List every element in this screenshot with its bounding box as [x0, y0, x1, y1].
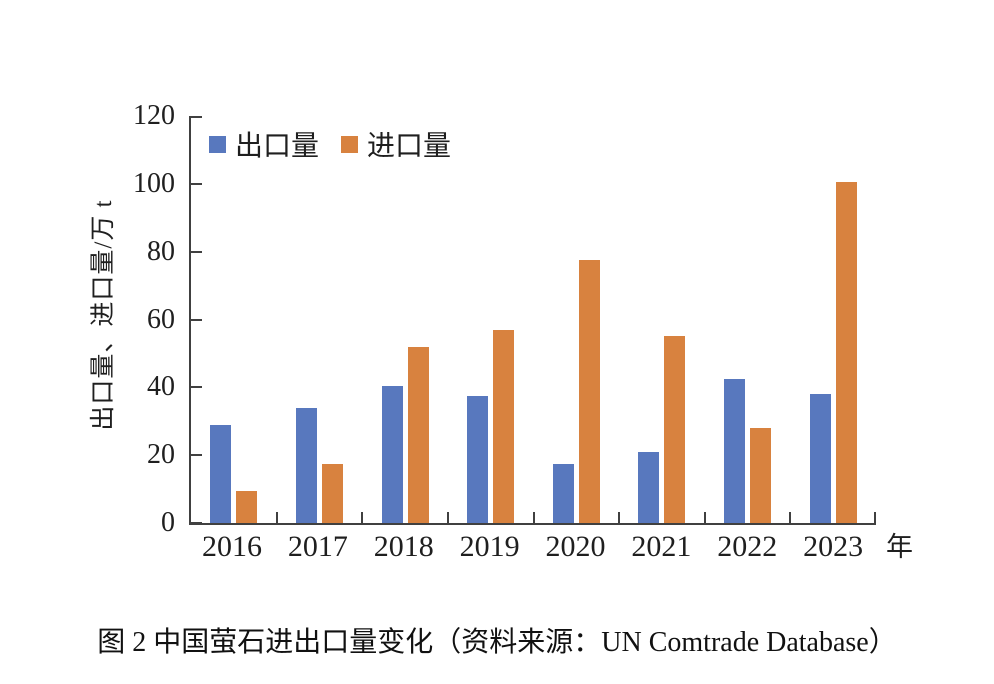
bar-group-2022 [705, 116, 791, 523]
bar-group-2020 [534, 116, 620, 523]
plot-area: 出口量 进口量 0 20 40 60 80 100 120 [133, 102, 876, 537]
export-color-swatch-icon [209, 135, 226, 153]
y-tick [191, 318, 202, 321]
bar-出口量-2019 [467, 395, 489, 523]
bar-出口量-2023 [809, 394, 831, 523]
bar-进口量-2016 [236, 490, 258, 523]
legend: 出口量 进口量 [209, 124, 451, 164]
x-tick [618, 512, 621, 523]
x-tick [446, 512, 449, 523]
bar-进口量-2017 [321, 463, 343, 523]
bar-group-2023 [790, 116, 876, 523]
x-tick [361, 512, 364, 523]
legend-label-export: 出口量 [235, 131, 320, 162]
x-year-label: 2021 [631, 530, 692, 563]
legend-item-import: 进口量 [341, 124, 451, 164]
y-tick-label: 80 [147, 235, 175, 267]
x-tick [789, 512, 792, 523]
legend-label-import: 进口量 [367, 131, 452, 162]
x-tick [703, 512, 706, 523]
legend-item-export: 出口量 [209, 124, 319, 164]
x-year-label: 2020 [545, 530, 606, 563]
bar-进口量-2019 [493, 329, 515, 523]
x-axis-year-labels: 2016 2017 2018 2019 2020 2021 2022 2023 [189, 530, 876, 563]
y-tick-label: 100 [133, 167, 175, 199]
bar-进口量-2018 [407, 346, 429, 523]
bar-进口量-2021 [664, 336, 686, 523]
y-tick [191, 454, 202, 457]
bar-进口量-2023 [835, 182, 857, 523]
bar-出口量-2017 [295, 407, 317, 523]
bar-group-2016 [191, 116, 277, 523]
bar-group-2018 [362, 116, 448, 523]
y-tick [191, 250, 202, 253]
x-year-label: 2023 [803, 530, 864, 563]
bar-出口量-2022 [724, 378, 746, 523]
bar-出口量-2018 [381, 385, 403, 523]
x-year-label: 2019 [459, 530, 520, 563]
x-year-label: 2018 [373, 530, 434, 563]
y-tick [191, 522, 202, 524]
y-tick [191, 182, 202, 185]
y-tick-label: 60 [147, 303, 175, 335]
y-tick-label: 40 [147, 371, 175, 403]
import-color-swatch-icon [341, 135, 359, 153]
bar-group-2017 [277, 116, 363, 523]
y-tick [191, 386, 202, 389]
x-tick [874, 512, 876, 523]
bar-进口量-2020 [578, 260, 600, 523]
bar-group-2019 [448, 116, 534, 523]
x-year-label: 2016 [201, 530, 262, 563]
y-tick-label: 0 [161, 507, 175, 538]
bars-layer [191, 116, 876, 523]
x-year-label: 2017 [287, 530, 348, 563]
x-axis-unit-label: 年 [886, 532, 913, 562]
bar-出口量-2020 [552, 463, 574, 523]
bar-group-2021 [619, 116, 705, 523]
x-tick [532, 512, 535, 523]
y-tick [191, 116, 202, 118]
y-tick-label: 20 [147, 439, 175, 471]
bar-出口量-2016 [210, 424, 232, 523]
bar-出口量-2021 [638, 451, 660, 523]
bar-进口量-2022 [750, 428, 772, 523]
figure-caption: 图 2 中国萤石进出口量变化（资料来源：UN Comtrade Database… [97, 627, 897, 658]
y-tick-label: 120 [133, 100, 175, 131]
x-tick [275, 512, 278, 523]
x-year-label: 2022 [717, 530, 778, 563]
